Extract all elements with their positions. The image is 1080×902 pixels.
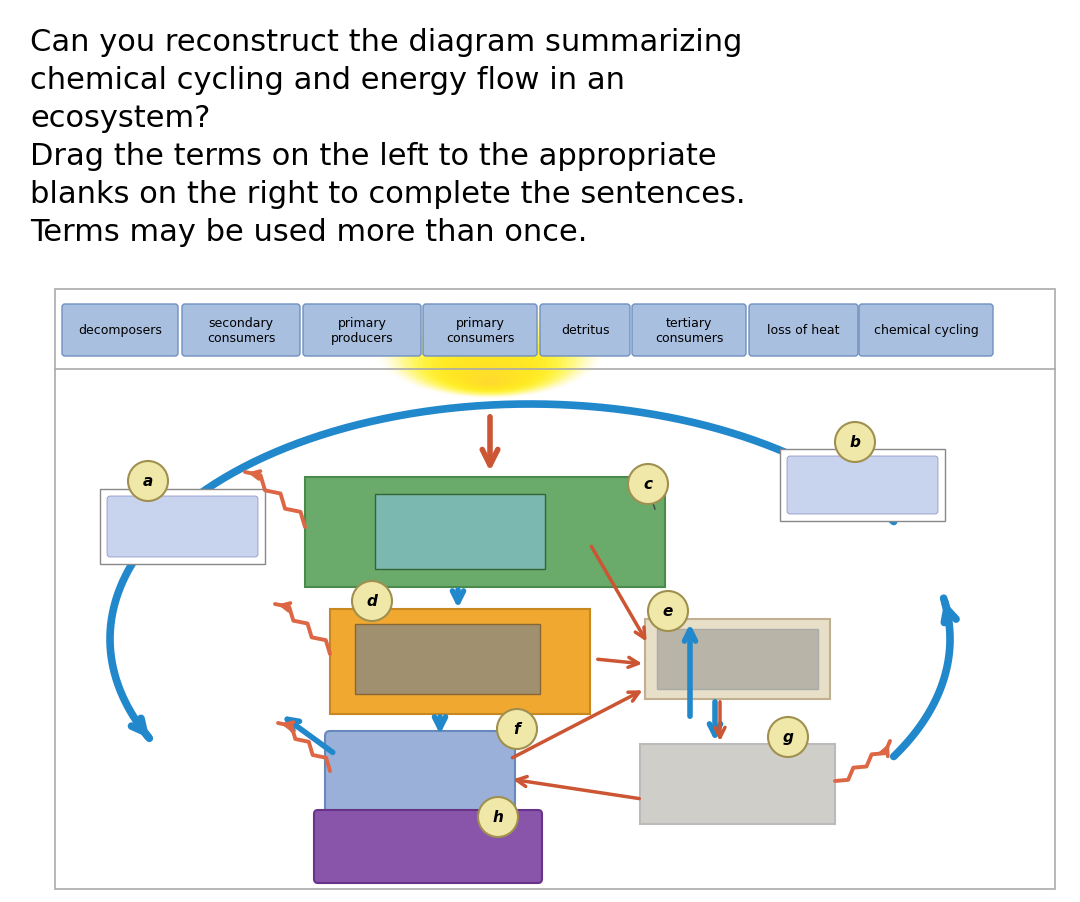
Ellipse shape [442,350,538,391]
Text: b: b [850,435,861,450]
Text: primary
producers: primary producers [330,317,393,345]
FancyBboxPatch shape [423,305,537,356]
FancyBboxPatch shape [657,630,818,689]
FancyBboxPatch shape [330,610,590,714]
Ellipse shape [768,717,808,757]
FancyBboxPatch shape [55,290,1055,889]
Ellipse shape [384,308,596,398]
Text: tertiary
consumers: tertiary consumers [654,317,724,345]
FancyBboxPatch shape [787,456,939,514]
Text: Drag the terms on the left to the appropriate: Drag the terms on the left to the approp… [30,142,717,170]
Ellipse shape [835,422,875,463]
Text: decomposers: decomposers [78,324,162,337]
FancyBboxPatch shape [305,477,665,587]
Ellipse shape [475,374,504,386]
Text: primary
consumers: primary consumers [446,317,514,345]
Ellipse shape [478,797,518,837]
Ellipse shape [456,360,524,389]
Ellipse shape [497,709,537,750]
FancyBboxPatch shape [355,624,540,695]
FancyBboxPatch shape [303,305,421,356]
Text: d: d [366,594,377,609]
FancyBboxPatch shape [325,732,515,813]
Text: detritus: detritus [561,324,609,337]
Text: f: f [514,722,521,737]
Ellipse shape [485,381,495,385]
Text: Can you reconstruct the diagram summarizing: Can you reconstruct the diagram summariz… [30,28,742,57]
Text: blanks on the right to complete the sentences.: blanks on the right to complete the sent… [30,179,745,208]
Text: c: c [644,477,652,492]
Text: a: a [143,474,153,489]
Text: chemical cycling: chemical cycling [874,324,978,337]
FancyBboxPatch shape [314,810,542,883]
Ellipse shape [428,339,553,392]
Ellipse shape [414,329,567,394]
FancyBboxPatch shape [100,490,265,565]
Ellipse shape [471,371,510,387]
Ellipse shape [404,322,577,395]
Ellipse shape [129,462,168,502]
Ellipse shape [389,311,591,397]
Ellipse shape [422,336,557,393]
FancyBboxPatch shape [183,305,300,356]
Ellipse shape [627,465,669,504]
FancyBboxPatch shape [375,494,545,569]
Ellipse shape [432,343,548,391]
FancyBboxPatch shape [750,305,858,356]
Ellipse shape [461,364,519,388]
Text: loss of heat: loss of heat [767,324,840,337]
Ellipse shape [481,377,500,386]
Ellipse shape [451,356,528,390]
Ellipse shape [399,318,581,396]
Text: e: e [663,603,673,619]
Text: g: g [783,730,794,745]
Ellipse shape [648,592,688,631]
Ellipse shape [394,315,586,397]
FancyBboxPatch shape [540,305,630,356]
FancyBboxPatch shape [640,744,835,824]
Ellipse shape [465,367,514,388]
FancyBboxPatch shape [107,496,258,557]
FancyBboxPatch shape [859,305,993,356]
Ellipse shape [447,354,534,390]
Ellipse shape [437,346,543,391]
Text: h: h [492,810,503,824]
Text: secondary
consumers: secondary consumers [206,317,275,345]
Ellipse shape [408,326,571,395]
Ellipse shape [352,582,392,621]
FancyBboxPatch shape [62,305,178,356]
Text: ecosystem?: ecosystem? [30,104,211,133]
FancyBboxPatch shape [645,620,831,699]
Ellipse shape [418,332,562,393]
Text: chemical cycling and energy flow in an: chemical cycling and energy flow in an [30,66,625,95]
Text: Terms may be used more than once.: Terms may be used more than once. [30,217,588,247]
FancyBboxPatch shape [632,305,746,356]
FancyBboxPatch shape [780,449,945,521]
